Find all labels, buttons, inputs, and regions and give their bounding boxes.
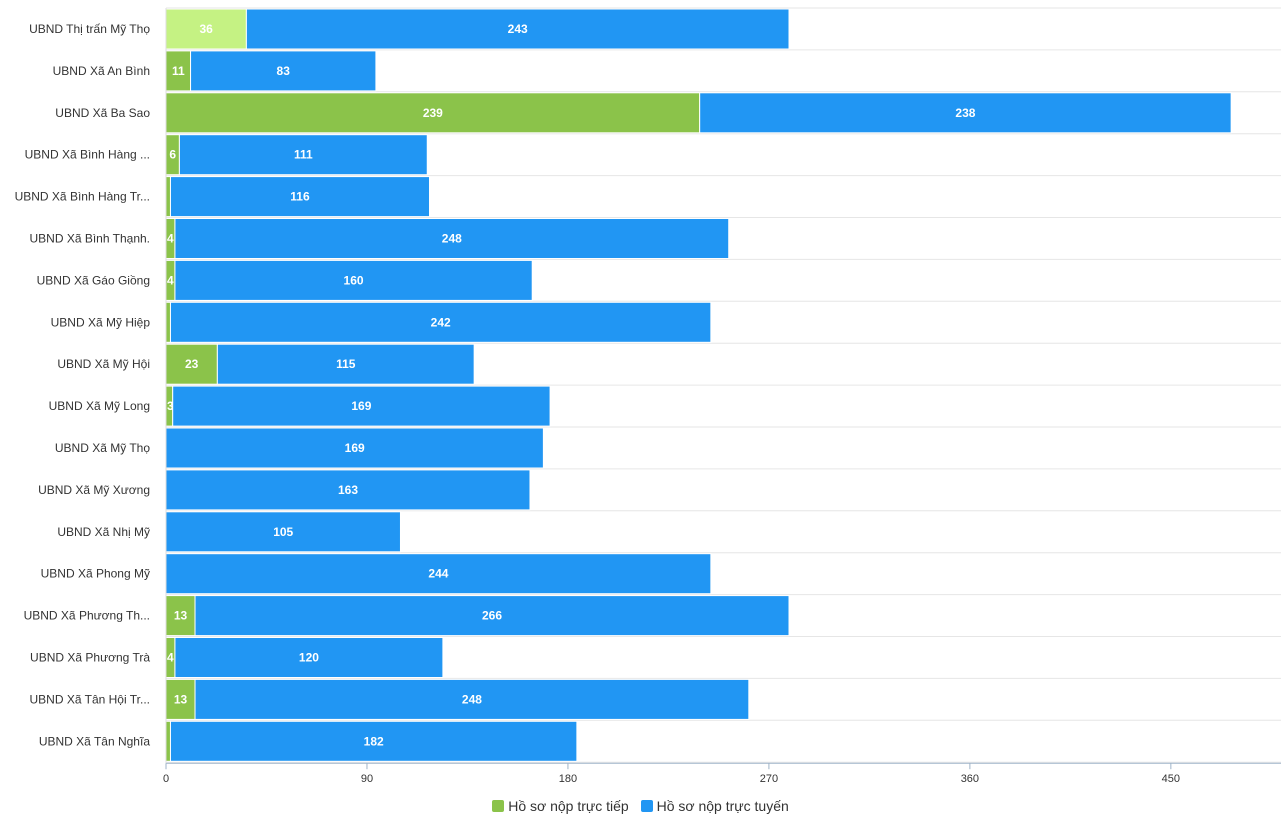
data-label: 4	[167, 273, 174, 287]
legend-label-direct: Hồ sơ nộp trực tiếp	[508, 798, 629, 815]
data-label: 160	[344, 273, 364, 287]
category-label: UBND Xã An Bình	[53, 64, 150, 78]
bar-online[interactable]	[165, 427, 544, 469]
data-label: 169	[351, 399, 371, 413]
data-label: 13	[174, 609, 188, 623]
bar-online[interactable]	[165, 511, 401, 553]
data-label: 248	[462, 692, 482, 706]
bar-direct[interactable]	[165, 301, 171, 343]
bar-direct[interactable]	[165, 343, 218, 385]
category-label: UBND Xã Tân Hội Tr...	[30, 692, 151, 706]
bar-online[interactable]	[174, 637, 444, 678]
legend-item-online[interactable]: Hồ sơ nộp trực tuyến	[640, 798, 789, 815]
data-label: 11	[172, 64, 185, 78]
bar-online[interactable]	[178, 134, 428, 176]
bar-online[interactable]	[216, 343, 475, 385]
category-label: UBND Xã Mỹ Xương	[38, 483, 150, 497]
category-label: UBND Xã Gáo Giồng	[37, 273, 150, 287]
data-label: 244	[428, 567, 448, 581]
data-label: 23	[185, 357, 199, 371]
data-label: 4	[167, 232, 174, 246]
bar-direct[interactable]	[165, 176, 171, 218]
x-tick-label: 180	[559, 773, 577, 785]
data-label: 83	[277, 64, 291, 78]
bar-online[interactable]	[169, 301, 712, 343]
data-label: 238	[955, 106, 975, 120]
legend-label-online: Hồ sơ nộp trực tuyến	[656, 798, 789, 815]
category-label: UBND Xã Tân Nghĩa	[39, 734, 150, 748]
category-label: UBND Xã Bình Thạnh.	[29, 232, 150, 246]
x-tick-label: 270	[760, 773, 778, 785]
bar-direct[interactable]	[165, 50, 192, 92]
legend-item-direct[interactable]: Hồ sơ nộp trực tiếp	[492, 798, 629, 814]
category-label: UBND Xã Phương Trà	[30, 651, 150, 665]
category-label: UBND Xã Mỹ Hội	[57, 357, 150, 371]
data-label: 242	[431, 315, 451, 329]
data-label: 243	[508, 22, 528, 36]
category-label: UBND Thị trấn Mỹ Thọ	[29, 22, 150, 36]
category-label: UBND Xã Mỹ Long	[49, 399, 150, 413]
data-label: 163	[338, 483, 358, 497]
data-label: 266	[482, 609, 502, 623]
bar-online[interactable]	[165, 553, 712, 595]
bar-online[interactable]	[172, 385, 551, 427]
bar-online[interactable]	[194, 678, 750, 720]
data-label: 248	[442, 232, 462, 246]
data-label: 6	[169, 148, 176, 162]
bar-online[interactable]	[699, 92, 1232, 134]
data-label: 116	[290, 190, 310, 204]
data-label: 3	[167, 399, 174, 413]
data-label: 111	[294, 148, 313, 162]
bar-online[interactable]	[174, 218, 730, 259]
category-label: UBND Xã Bình Hàng Tr...	[15, 190, 150, 204]
data-label: 4	[167, 651, 174, 665]
category-label: UBND Xã Phương Th...	[24, 609, 150, 623]
chart-legend: Hồ sơ nộp trực tiếp Hồ sơ nộp trực tuyến	[0, 797, 1281, 814]
bar-direct[interactable]	[165, 92, 701, 134]
data-label: 239	[423, 106, 443, 120]
legend-swatch-direct	[492, 800, 505, 813]
x-tick-label: 360	[961, 773, 979, 785]
data-label: 120	[299, 651, 319, 665]
category-label: UBND Xã Ba Sao	[55, 106, 150, 120]
x-tick-label: 0	[163, 773, 169, 785]
data-label: 182	[364, 734, 384, 748]
bar-online[interactable]	[194, 595, 790, 637]
bar-online[interactable]	[245, 8, 790, 50]
data-label: 105	[273, 525, 293, 539]
data-label: 36	[200, 22, 214, 36]
category-label: UBND Xã Bình Hàng ...	[25, 148, 150, 162]
data-label: 169	[345, 441, 365, 455]
x-tick-label: 90	[361, 773, 373, 785]
category-label: UBND Xã Mỹ Hiệp	[51, 315, 151, 329]
bar-online[interactable]	[190, 50, 377, 92]
legend-swatch-online	[640, 800, 653, 813]
bar-direct[interactable]	[165, 8, 247, 50]
data-label: 115	[336, 357, 356, 371]
category-label: UBND Xã Nhị Mỹ	[57, 525, 150, 539]
bar-online[interactable]	[169, 176, 430, 218]
category-label: UBND Xã Mỹ Thọ	[55, 441, 150, 455]
bar-online[interactable]	[169, 720, 578, 762]
bar-online[interactable]	[174, 259, 533, 301]
x-tick-label: 450	[1162, 773, 1180, 785]
bar-direct[interactable]	[165, 720, 171, 762]
category-label: UBND Xã Phong Mỹ	[41, 567, 150, 581]
data-label: 13	[174, 692, 188, 706]
